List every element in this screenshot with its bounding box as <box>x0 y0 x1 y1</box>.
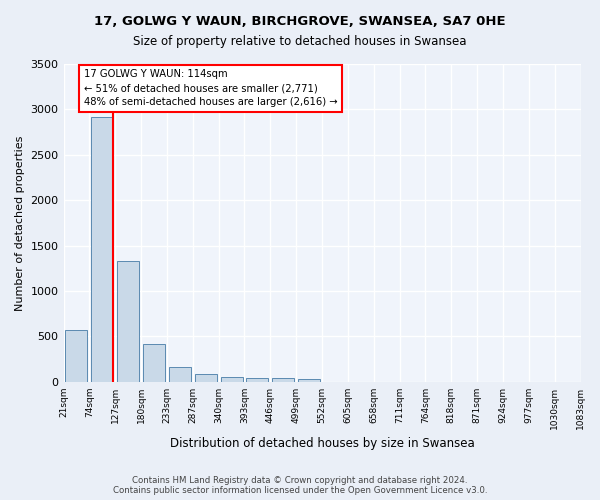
Bar <box>117 261 139 382</box>
Y-axis label: Number of detached properties: Number of detached properties <box>15 135 25 310</box>
Bar <box>221 377 242 382</box>
Bar <box>143 344 165 382</box>
Bar <box>195 374 217 382</box>
Text: Contains HM Land Registry data © Crown copyright and database right 2024.
Contai: Contains HM Land Registry data © Crown c… <box>113 476 487 495</box>
Bar <box>169 367 191 382</box>
X-axis label: Distribution of detached houses by size in Swansea: Distribution of detached houses by size … <box>170 437 475 450</box>
Bar <box>65 330 88 382</box>
Bar <box>272 378 294 382</box>
Bar <box>91 116 113 382</box>
Text: 17, GOLWG Y WAUN, BIRCHGROVE, SWANSEA, SA7 0HE: 17, GOLWG Y WAUN, BIRCHGROVE, SWANSEA, S… <box>94 15 506 28</box>
Text: 17 GOLWG Y WAUN: 114sqm
← 51% of detached houses are smaller (2,771)
48% of semi: 17 GOLWG Y WAUN: 114sqm ← 51% of detache… <box>84 70 337 108</box>
Bar <box>247 378 268 382</box>
Text: Size of property relative to detached houses in Swansea: Size of property relative to detached ho… <box>133 35 467 48</box>
Bar <box>298 378 320 382</box>
